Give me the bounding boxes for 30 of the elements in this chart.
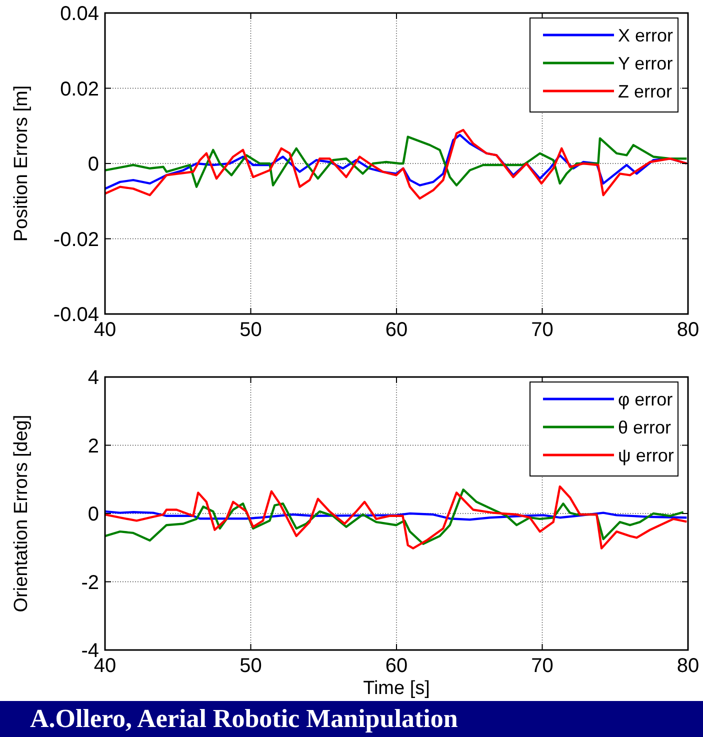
y-tick-label: -0.02 (53, 228, 99, 251)
line-series (104, 510, 688, 521)
x-tick-label: 80 (676, 319, 700, 341)
line-series (104, 128, 688, 200)
x-tick-label: 50 (240, 655, 262, 677)
y-tick-label: 0 (88, 154, 99, 176)
legend-label: φ error (618, 389, 673, 410)
legend-label: ψ error (618, 445, 674, 466)
x-tick-label: 60 (385, 655, 408, 677)
x-tick-label: 80 (676, 655, 700, 677)
legend-label: θ error (618, 417, 672, 438)
y-tick-label: 0.04 (60, 3, 99, 25)
legend-label: Y error (618, 53, 673, 74)
y-tick-label: -4 (81, 640, 99, 662)
legend-label: X error (618, 25, 674, 46)
x-axis-title: Time [s] (363, 678, 430, 699)
y-tick-label: 0 (88, 504, 99, 526)
text: A.Ollero, Aerial Robotic Manipulation (30, 704, 458, 733)
y-tick-label: -2 (81, 572, 99, 594)
x-tick-label: 60 (385, 319, 408, 341)
y-tick-label: 0.02 (60, 78, 99, 100)
legend-label: Z error (618, 81, 672, 102)
y-tick-label: -0.04 (53, 304, 99, 326)
y-axis-title: Position Errors [m] (11, 85, 32, 242)
x-tick-label: 70 (531, 319, 554, 341)
y-tick-label: 4 (88, 367, 99, 389)
y-tick-label: 2 (88, 435, 99, 458)
x-tick-label: 50 (240, 319, 262, 341)
y-axis-title: Orientation Errors [deg] (11, 414, 32, 612)
x-tick-label: 70 (531, 655, 554, 677)
